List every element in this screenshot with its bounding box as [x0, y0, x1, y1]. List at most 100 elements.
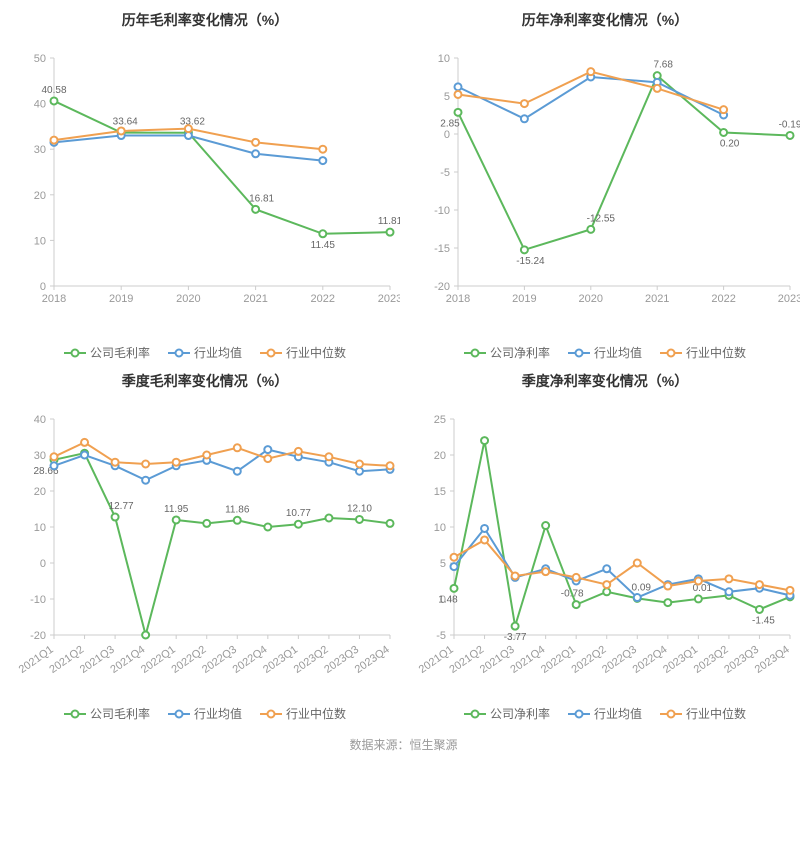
chart-canvas: -20-15-10-505102018201920202021202220232…	[410, 38, 800, 338]
svg-text:0.20: 0.20	[720, 138, 740, 149]
svg-text:-5: -5	[436, 630, 446, 642]
chart-quarter-gross: 季度毛利率变化情况（%）-20-100102030402021Q12021Q22…	[10, 371, 400, 722]
chart-title: 历年净利率变化情况（%）	[410, 10, 800, 30]
svg-text:33.64: 33.64	[113, 117, 138, 128]
svg-text:2019: 2019	[512, 293, 536, 305]
legend-marker-icon	[660, 708, 682, 720]
svg-text:2023: 2023	[378, 293, 400, 305]
svg-text:10.77: 10.77	[286, 508, 311, 519]
svg-text:40.58: 40.58	[41, 85, 66, 96]
svg-text:0: 0	[40, 281, 46, 293]
legend-marker-icon	[260, 708, 282, 720]
legend-marker-icon	[568, 708, 590, 720]
svg-text:1.48: 1.48	[438, 594, 458, 605]
svg-text:-10: -10	[434, 205, 450, 217]
legend-label: 行业中位数	[686, 705, 746, 722]
legend-item-avg: 行业均值	[568, 344, 642, 361]
chart-quarter-net: 季度净利率变化情况（%）-505101520252021Q12021Q22021…	[410, 371, 800, 722]
svg-text:40: 40	[34, 99, 46, 111]
legend-marker-icon	[168, 708, 190, 720]
svg-text:2019: 2019	[109, 293, 133, 305]
svg-text:-20: -20	[434, 281, 450, 293]
svg-text:-10: -10	[30, 594, 46, 606]
svg-text:11.95: 11.95	[164, 504, 189, 515]
svg-text:15: 15	[434, 486, 446, 498]
legend-label: 行业中位数	[286, 705, 346, 722]
svg-text:40: 40	[34, 414, 46, 426]
legend-marker-icon	[64, 347, 86, 359]
legend-item-median: 行业中位数	[260, 344, 346, 361]
svg-text:2023Q4: 2023Q4	[353, 644, 392, 676]
svg-text:5: 5	[444, 91, 450, 103]
chart-legend: 公司毛利率 行业均值 行业中位数	[10, 705, 400, 722]
svg-text:7.68: 7.68	[653, 60, 673, 71]
svg-text:-5: -5	[440, 167, 450, 179]
svg-text:2.85: 2.85	[440, 118, 460, 129]
legend-marker-icon	[64, 708, 86, 720]
svg-text:20: 20	[34, 190, 46, 202]
legend-label: 公司净利率	[490, 705, 550, 722]
legend-label: 行业均值	[194, 344, 242, 361]
svg-text:2023: 2023	[778, 293, 800, 305]
charts-grid: 历年毛利率变化情况（%）0102030405020182019202020212…	[10, 10, 797, 722]
chart-title: 季度毛利率变化情况（%）	[10, 371, 400, 391]
svg-text:11.86: 11.86	[225, 504, 250, 515]
legend-item-median: 行业中位数	[660, 344, 746, 361]
svg-text:5: 5	[440, 558, 446, 570]
svg-text:2021: 2021	[645, 293, 669, 305]
legend-item-company: 公司净利率	[464, 705, 550, 722]
svg-text:30: 30	[34, 144, 46, 156]
svg-text:2021: 2021	[243, 293, 267, 305]
svg-text:16.81: 16.81	[249, 193, 274, 204]
svg-text:2023Q4: 2023Q4	[753, 644, 792, 676]
legend-marker-icon	[168, 347, 190, 359]
svg-text:2020: 2020	[176, 293, 200, 305]
chart-annual-gross: 历年毛利率变化情况（%）0102030405020182019202020212…	[10, 10, 400, 361]
svg-text:2018: 2018	[42, 293, 66, 305]
legend-marker-icon	[660, 347, 682, 359]
svg-text:11.81: 11.81	[378, 216, 400, 227]
legend-label: 公司净利率	[490, 344, 550, 361]
chart-legend: 公司毛利率行业均值行业中位数	[10, 344, 400, 361]
legend-item-avg: 行业均值	[568, 705, 642, 722]
svg-text:20: 20	[34, 486, 46, 498]
svg-text:2020: 2020	[579, 293, 603, 305]
svg-text:10: 10	[34, 235, 46, 247]
svg-text:-0.19: -0.19	[779, 119, 800, 130]
chart-title: 历年毛利率变化情况（%）	[10, 10, 400, 30]
svg-text:-0.78: -0.78	[561, 589, 584, 600]
svg-text:10: 10	[34, 522, 46, 534]
legend-marker-icon	[464, 708, 486, 720]
legend-label: 行业中位数	[286, 344, 346, 361]
svg-text:10: 10	[438, 53, 450, 65]
svg-text:2018: 2018	[446, 293, 470, 305]
svg-text:-15.24: -15.24	[516, 256, 545, 267]
legend-label: 行业均值	[594, 705, 642, 722]
data-source-footer: 数据来源：恒生聚源	[10, 736, 797, 753]
chart-legend: 公司净利率 行业均值 行业中位数	[410, 705, 800, 722]
svg-text:12.10: 12.10	[347, 503, 372, 514]
svg-text:2022: 2022	[311, 293, 335, 305]
svg-text:20: 20	[434, 450, 446, 462]
legend-item-avg: 行业均值	[168, 705, 242, 722]
legend-label: 公司毛利率	[90, 705, 150, 722]
legend-item-median: 行业中位数	[260, 705, 346, 722]
svg-text:0: 0	[40, 558, 46, 570]
svg-text:10: 10	[434, 522, 446, 534]
svg-text:-12.55: -12.55	[587, 213, 616, 224]
svg-text:11.45: 11.45	[311, 240, 336, 251]
legend-item-company: 公司净利率	[464, 344, 550, 361]
svg-text:25: 25	[434, 414, 446, 426]
chart-canvas: -505101520252021Q12021Q22021Q32021Q42022…	[410, 399, 800, 699]
svg-text:-20: -20	[30, 630, 46, 642]
legend-marker-icon	[568, 347, 590, 359]
legend-label: 行业中位数	[686, 344, 746, 361]
svg-text:0: 0	[444, 129, 450, 141]
svg-text:-1.45: -1.45	[752, 615, 775, 626]
legend-label: 行业均值	[594, 344, 642, 361]
chart-canvas: 0102030405020182019202020212022202340.58…	[10, 38, 400, 338]
svg-text:12.77: 12.77	[109, 501, 134, 512]
legend-item-median: 行业中位数	[660, 705, 746, 722]
svg-text:0.09: 0.09	[632, 582, 652, 593]
chart-legend: 公司净利率 行业均值 行业中位数	[410, 344, 800, 361]
